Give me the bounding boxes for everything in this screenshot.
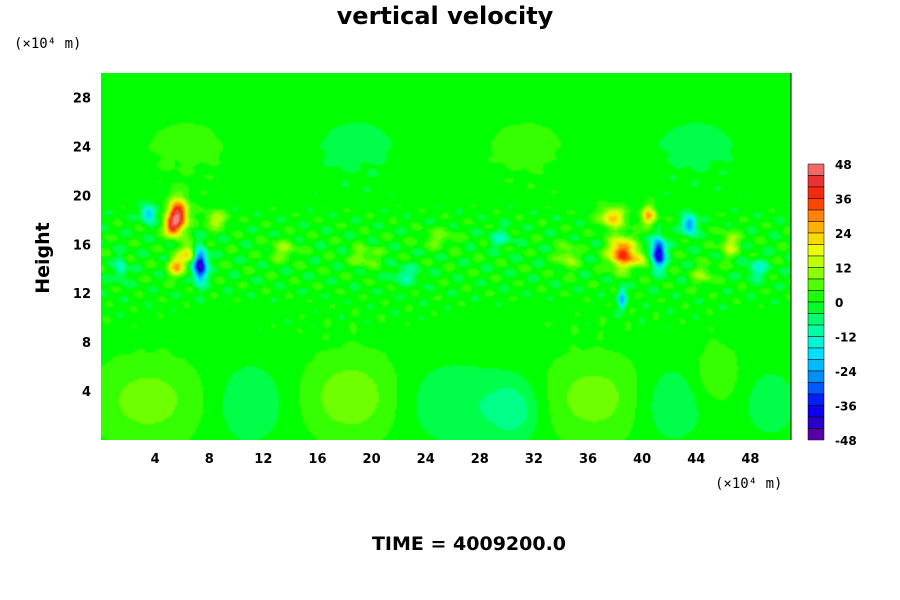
- y-tick-label: 4: [82, 385, 91, 400]
- colorbar-segment: [807, 175, 825, 188]
- colorbar-segment: [807, 428, 825, 441]
- colorbar-segment: [807, 267, 825, 280]
- y-tick-label: 16: [73, 238, 91, 253]
- heatmap-plot-area: [101, 73, 792, 440]
- y-tick-label: 8: [82, 336, 91, 351]
- heatmap-field: [101, 73, 791, 440]
- colorbar-segment: [807, 370, 825, 383]
- x-tick-label: 4: [151, 452, 160, 467]
- colorbar-segment: [807, 209, 825, 222]
- x-axis-unit: (×10⁴ m): [715, 476, 782, 492]
- x-tick-label: 40: [633, 452, 651, 467]
- x-tick-label: 48: [741, 452, 759, 467]
- y-axis-ticks: 4 8 12 16 20 24 28: [73, 91, 91, 400]
- x-tick-label: 16: [308, 452, 326, 467]
- x-axis-ticks: 4 8 12 16 20 24 28 32 36 40 44 48: [151, 452, 760, 467]
- colorbar-labels: 48 36 24 12 0 -12 -24 -36 -48: [835, 158, 857, 448]
- colorbar-tick-label: 48: [835, 158, 852, 172]
- x-tick-label: 44: [687, 452, 705, 467]
- chart-title: vertical velocity: [337, 2, 554, 30]
- colorbar-tick-label: -36: [835, 400, 857, 414]
- x-tick-label: 28: [471, 452, 489, 467]
- colorbar-segment: [807, 405, 825, 418]
- colorbar-tick-label: -12: [835, 331, 857, 345]
- colorbar-segment: [807, 232, 825, 245]
- y-tick-label: 12: [73, 287, 91, 302]
- y-tick-label: 20: [73, 189, 91, 204]
- colorbar-segment: [807, 163, 825, 176]
- colorbar-tick-label: 36: [835, 193, 852, 207]
- x-tick-label: 8: [205, 452, 214, 467]
- colorbar: [807, 163, 825, 441]
- colorbar-segment: [807, 221, 825, 234]
- colorbar-segment: [807, 198, 825, 211]
- colorbar-segment: [807, 336, 825, 349]
- y-axis-unit: (×10⁴ m): [14, 36, 81, 52]
- colorbar-segment: [807, 359, 825, 372]
- colorbar-tick-label: 12: [835, 262, 852, 276]
- y-tick-label: 24: [73, 140, 91, 155]
- x-tick-label: 24: [417, 452, 435, 467]
- colorbar-segment: [807, 278, 825, 291]
- colorbar-segment: [807, 324, 825, 337]
- colorbar-segment: [807, 301, 825, 314]
- colorbar-segment: [807, 382, 825, 395]
- colorbar-segment: [807, 416, 825, 429]
- y-tick-label: 28: [73, 91, 91, 106]
- x-tick-label: 32: [525, 452, 543, 467]
- colorbar-tick-label: -24: [835, 365, 857, 379]
- x-tick-label: 20: [363, 452, 381, 467]
- colorbar-segment: [807, 255, 825, 268]
- colorbar-tick-label: 24: [835, 227, 852, 241]
- colorbar-segment: [807, 244, 825, 257]
- colorbar-tick-label: 0: [835, 296, 843, 310]
- colorbar-segment: [807, 186, 825, 199]
- colorbar-segment: [807, 313, 825, 326]
- x-tick-label: 36: [579, 452, 597, 467]
- y-axis-label: Height: [32, 222, 54, 294]
- colorbar-segment: [807, 393, 825, 406]
- time-label: TIME = 4009200.0: [372, 533, 566, 555]
- colorbar-segment: [807, 290, 825, 303]
- x-tick-label: 12: [254, 452, 272, 467]
- colorbar-segment: [807, 347, 825, 360]
- colorbar-tick-label: -48: [835, 434, 857, 448]
